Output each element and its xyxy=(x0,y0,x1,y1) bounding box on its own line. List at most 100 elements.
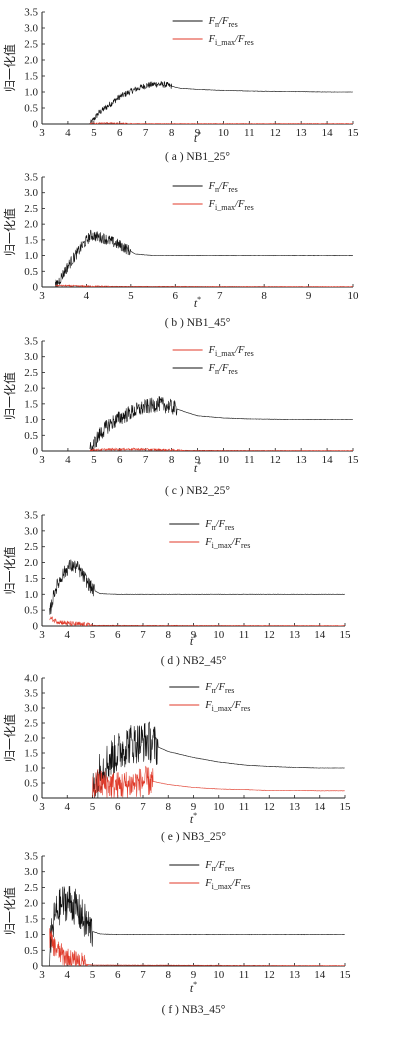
x-tick-label: 12 xyxy=(264,801,275,813)
x-tick-label: 5 xyxy=(91,454,97,466)
y-tick-label: 0.5 xyxy=(24,605,38,617)
x-tick-label: 6 xyxy=(173,290,179,302)
x-tick-label: 7 xyxy=(140,629,146,641)
y-tick-label: 3.5 xyxy=(24,172,38,184)
y-axis-label: 归一化值 xyxy=(2,714,17,762)
x-tick-label: 7 xyxy=(140,801,146,813)
y-tick-label: 1.5 xyxy=(24,748,38,760)
series-line xyxy=(55,284,353,287)
x-tick-label: 7 xyxy=(143,127,149,139)
y-tick-label: 0.5 xyxy=(24,945,38,957)
x-tick-label: 10 xyxy=(218,127,230,139)
panel-caption: ( e ) NB3_25° xyxy=(161,831,226,843)
y-tick-label: 1.0 xyxy=(24,763,38,775)
chart-panel: 0 0.5 1.0 1.5 2.0 2.5 3.0 3.5 3 4 5 6 7 8 9 10 11 12 13 14 1… xyxy=(2,336,359,498)
x-tick-label: 8 xyxy=(166,801,172,813)
panel-caption: ( d ) NB2_45° xyxy=(161,655,227,667)
x-tick-label: 9 xyxy=(195,127,201,139)
y-tick-label: 2.0 xyxy=(24,898,38,910)
x-tick-label: 8 xyxy=(166,969,172,981)
y-tick-label: 0 xyxy=(33,119,39,131)
x-tick-label: 3 xyxy=(39,454,45,466)
series-line xyxy=(89,121,353,124)
x-tick-label: 4 xyxy=(65,801,71,813)
chart-panel: 0 0.5 1.0 1.5 2.0 2.5 3.0 3.5 3 4 5 6 7 8 9 10 11 12 13 14 1… xyxy=(2,851,351,1017)
y-tick-label: 2.0 xyxy=(24,383,38,395)
y-tick-label: 3.5 xyxy=(24,688,38,700)
x-tick-label: 9 xyxy=(191,969,197,981)
x-tick-label: 14 xyxy=(322,127,334,139)
series-line xyxy=(89,396,353,451)
y-axis-label: 归一化值 xyxy=(2,372,17,420)
legend-entry: Fn/Fres xyxy=(208,16,238,29)
y-axis-label: 归一化值 xyxy=(2,546,17,594)
x-tick-label: 15 xyxy=(348,454,360,466)
y-tick-label: 1.0 xyxy=(24,414,38,426)
y-axis-label: 归一化值 xyxy=(2,208,17,256)
y-tick-label: 2.0 xyxy=(24,219,38,231)
y-tick-label: 0.5 xyxy=(24,778,38,790)
y-tick-label: 2.0 xyxy=(24,733,38,745)
chart-panel: 0 0.5 1.0 1.5 2.0 2.5 3.0 3.5 4.0 3 4 5 6 7 8 9 10 11 12 13… xyxy=(2,673,351,844)
y-tick-label: 1.0 xyxy=(24,589,38,601)
chart-panel: 0 0.5 1.0 1.5 2.0 2.5 3.0 3.5 3 4 5 6 7 8 9 10 11 12 13 14 1… xyxy=(2,510,351,668)
x-tick-label: 5 xyxy=(91,127,97,139)
y-tick-label: 0 xyxy=(33,793,39,805)
x-tick-label: 13 xyxy=(296,454,308,466)
x-tick-label: 3 xyxy=(39,969,45,981)
x-tick-label: 4 xyxy=(65,454,71,466)
y-tick-label: 1.5 xyxy=(24,913,38,925)
panel-caption: ( a ) NB1_25° xyxy=(165,151,230,163)
x-tick-label: 4 xyxy=(84,290,90,302)
x-tick-label: 3 xyxy=(39,290,45,302)
y-tick-label: 2.5 xyxy=(24,718,38,730)
x-tick-label: 10 xyxy=(213,629,225,641)
x-tick-label: 15 xyxy=(348,127,360,139)
x-tick-label: 6 xyxy=(117,454,123,466)
y-tick-label: 3.0 xyxy=(24,351,38,363)
x-tick-label: 5 xyxy=(90,969,96,981)
x-tick-label: 6 xyxy=(115,969,121,981)
series-line xyxy=(49,928,345,966)
x-tick-label: 14 xyxy=(314,629,326,641)
x-tick-label: 10 xyxy=(348,290,360,302)
x-tick-label: 10 xyxy=(218,454,230,466)
x-tick-label: 13 xyxy=(296,127,308,139)
y-tick-label: 3.0 xyxy=(24,866,38,878)
x-tick-label: 5 xyxy=(90,801,96,813)
x-tick-label: 9 xyxy=(195,454,201,466)
x-axis-label: t* xyxy=(190,633,197,648)
x-tick-label: 15 xyxy=(340,801,352,813)
x-axis-label: t* xyxy=(190,811,197,826)
y-tick-label: 1.5 xyxy=(24,71,38,83)
x-tick-label: 9 xyxy=(191,801,197,813)
x-tick-label: 3 xyxy=(39,629,45,641)
x-axis-label: t* xyxy=(194,130,201,145)
panel-caption: ( b ) NB1_45° xyxy=(165,317,231,329)
series-line xyxy=(49,559,345,615)
legend-entry: Fn/Fres xyxy=(204,519,234,532)
legend-entry: Fi_max/Fres xyxy=(208,199,254,212)
x-tick-label: 5 xyxy=(90,629,96,641)
y-tick-label: 0 xyxy=(33,621,39,633)
y-tick-label: 3.0 xyxy=(24,23,38,35)
y-tick-label: 1.0 xyxy=(24,929,38,941)
y-tick-label: 3.5 xyxy=(24,336,38,348)
y-tick-label: 1.5 xyxy=(24,398,38,410)
x-tick-label: 11 xyxy=(239,969,250,981)
legend-entry: Fi_max/Fres xyxy=(208,345,254,358)
x-tick-label: 4 xyxy=(65,969,71,981)
y-tick-label: 3.5 xyxy=(24,7,38,19)
x-tick-label: 12 xyxy=(270,127,281,139)
legend-entry: Fi_max/Fres xyxy=(204,537,250,550)
x-tick-label: 14 xyxy=(314,801,326,813)
x-axis-label: t* xyxy=(194,460,201,475)
x-tick-label: 7 xyxy=(217,290,223,302)
x-tick-label: 7 xyxy=(143,454,149,466)
x-axis-label: t* xyxy=(190,980,197,995)
x-tick-label: 4 xyxy=(65,629,71,641)
x-tick-label: 9 xyxy=(306,290,312,302)
legend-entry: Fi_max/Fres xyxy=(204,878,250,891)
x-tick-label: 8 xyxy=(169,454,175,466)
y-tick-label: 3.0 xyxy=(24,187,38,199)
